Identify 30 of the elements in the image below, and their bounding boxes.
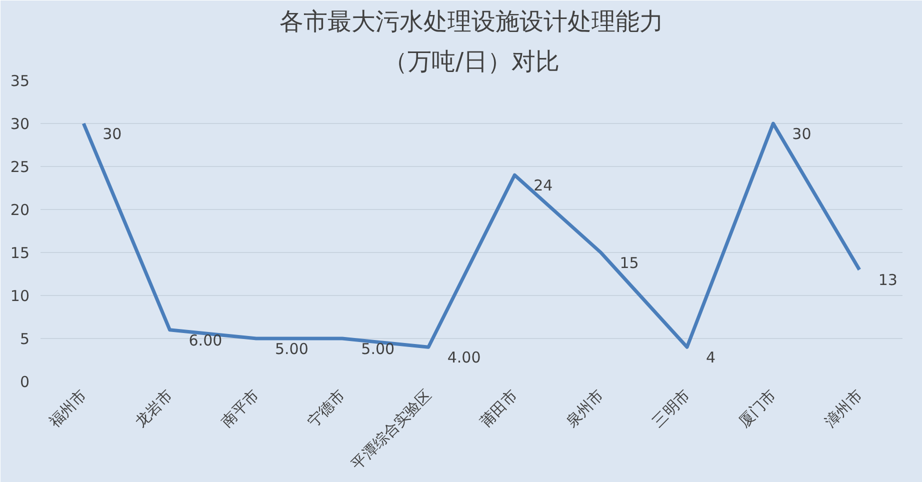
data-label: 15	[620, 254, 639, 272]
data-label: 5.00	[274, 340, 308, 358]
x-tick-label: 南平市	[218, 386, 262, 431]
x-tick-label: 龙岩市	[132, 386, 176, 431]
data-label: 13	[878, 271, 898, 290]
x-tick-label: 莆田市	[476, 386, 521, 431]
data-label: 6.00	[188, 331, 222, 350]
data-label: 5.00	[361, 340, 395, 358]
y-tick-label: 35	[10, 72, 30, 90]
data-label: 4	[706, 348, 716, 367]
data-label: 4.00	[447, 348, 481, 367]
y-tick-label: 25	[10, 158, 30, 176]
data-label: 30	[102, 125, 122, 143]
y-tick-label: 10	[10, 287, 30, 305]
y-tick-label: 30	[10, 115, 30, 133]
x-tick-label: 厦门市	[735, 386, 780, 431]
x-tick-label: 平潭综合实验区	[348, 386, 435, 474]
x-tick-label: 三明市	[648, 386, 694, 431]
y-tick-label: 0	[20, 373, 30, 391]
x-tick-label: 宁德市	[304, 386, 349, 431]
y-tick-label: 20	[10, 201, 30, 219]
x-tick-label: 福州市	[45, 386, 90, 431]
data-label: 30	[792, 125, 812, 143]
chart-title: 各市最大污水处理设施设计处理能力	[280, 8, 664, 36]
y-tick-label: 15	[10, 244, 30, 262]
x-tick-label: 泉州市	[562, 386, 608, 431]
data-label: 24	[534, 176, 553, 195]
y-tick-label: 5	[20, 330, 30, 348]
chart-subtitle: （万吨/日）对比	[383, 48, 560, 76]
x-tick-label: 漳州市	[821, 386, 866, 431]
